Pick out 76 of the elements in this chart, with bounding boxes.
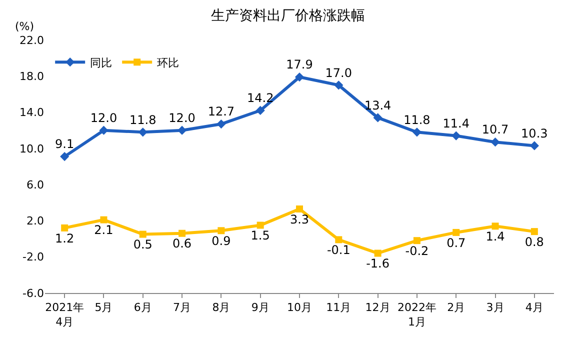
x-tick-label: 6月 xyxy=(134,301,152,314)
y-tick-label: -6.0 xyxy=(22,286,44,300)
data-label: 9.1 xyxy=(55,137,74,152)
point xyxy=(61,224,68,232)
point xyxy=(60,152,70,162)
y-tick-label: 14.0 xyxy=(20,106,44,120)
x-tick-label: 4月 xyxy=(525,301,544,314)
x-tick-label: 7月 xyxy=(173,301,192,314)
point xyxy=(216,119,226,129)
x-tick-label: 10月 xyxy=(287,301,312,314)
data-label: 17.9 xyxy=(286,58,313,72)
point xyxy=(492,222,499,230)
y-axis-title: (%) xyxy=(15,20,34,33)
data-label: 17.0 xyxy=(325,66,352,80)
data-label: 0.9 xyxy=(212,234,231,248)
y-tick-label: 2.0 xyxy=(26,214,44,228)
y-tick-label: 10.0 xyxy=(20,142,44,156)
point xyxy=(530,228,538,236)
data-label: 0.6 xyxy=(172,236,192,251)
x-tick-label: 2022年 1月 xyxy=(397,301,436,328)
y-tick-label: 6.0 xyxy=(26,178,44,192)
data-label: 3.3 xyxy=(290,212,310,226)
data-label: 10.7 xyxy=(482,122,509,137)
point xyxy=(490,138,500,147)
point xyxy=(452,131,461,140)
x-tick-label: 2021年 4月 xyxy=(45,301,84,328)
data-label: -1.6 xyxy=(366,256,390,271)
data-label: 11.8 xyxy=(130,112,156,127)
data-label: -0.1 xyxy=(326,243,350,258)
point xyxy=(139,230,146,238)
point xyxy=(177,126,187,135)
data-label: 10.3 xyxy=(521,126,548,140)
data-label: 11.8 xyxy=(404,112,430,127)
x-tick-label: 2月 xyxy=(447,301,466,314)
point xyxy=(373,113,382,122)
y-tick-label: 22.0 xyxy=(20,34,44,47)
point xyxy=(374,250,382,257)
point xyxy=(178,230,186,237)
x-tick-label: 9月 xyxy=(251,301,270,314)
point xyxy=(99,126,108,135)
data-label: 13.4 xyxy=(364,98,392,112)
data-label: 1.2 xyxy=(55,231,74,246)
x-tick-label: 8月 xyxy=(212,301,230,314)
data-label: 1.5 xyxy=(250,228,270,243)
data-label: 12.0 xyxy=(90,110,118,125)
data-label: 0.5 xyxy=(133,238,152,252)
point xyxy=(530,141,539,150)
legend-label: 环比 xyxy=(157,56,180,70)
data-label: 12.0 xyxy=(168,110,196,125)
data-label: 0.8 xyxy=(524,234,544,249)
point xyxy=(413,237,420,244)
point xyxy=(256,106,265,116)
data-label: -0.2 xyxy=(405,244,429,258)
chart-title: 生产资料出厂价格涨跌幅 xyxy=(211,8,365,24)
data-label: 1.4 xyxy=(486,230,505,244)
data-label: 0.7 xyxy=(446,236,466,250)
point xyxy=(335,236,342,244)
y-tick-label: 18.0 xyxy=(20,70,44,83)
x-tick-label: 5月 xyxy=(94,301,113,314)
x-tick-label: 12月 xyxy=(365,301,390,314)
point xyxy=(412,128,422,137)
x-tick-label: 11月 xyxy=(326,301,352,314)
data-label: 11.4 xyxy=(442,116,470,130)
point xyxy=(218,227,225,234)
point xyxy=(296,205,303,212)
y-tick-label: -2.0 xyxy=(22,250,44,264)
point xyxy=(334,80,344,90)
data-label: 2.1 xyxy=(94,223,114,238)
legend-label: 同比 xyxy=(90,56,112,70)
point xyxy=(294,72,304,82)
data-label: 12.7 xyxy=(208,104,235,119)
point xyxy=(100,216,108,224)
point xyxy=(452,228,460,236)
x-tick-label: 3月 xyxy=(486,301,504,314)
data-label: 14.2 xyxy=(246,91,274,106)
point xyxy=(256,222,264,229)
